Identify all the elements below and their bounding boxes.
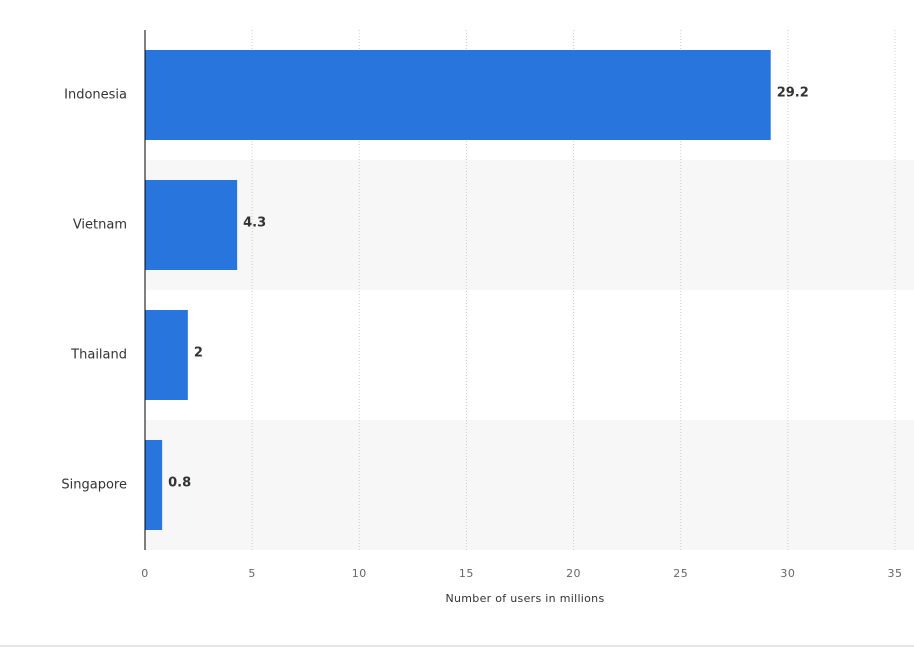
category-label: Indonesia xyxy=(64,88,127,103)
row-band xyxy=(145,160,914,290)
x-tick-label: 25 xyxy=(673,567,688,580)
category-label: Singapore xyxy=(61,478,127,493)
bar-vietnam xyxy=(145,180,238,270)
data-label: 0.8 xyxy=(168,476,191,491)
bar-singapore xyxy=(145,440,163,530)
bottom-divider xyxy=(0,645,914,647)
bars xyxy=(145,50,771,530)
data-labels: 29.2 4.3 2 0.8 xyxy=(168,86,809,491)
category-label: Vietnam xyxy=(73,218,127,233)
x-tick-label: 35 xyxy=(888,567,903,580)
row-band xyxy=(145,420,914,550)
x-tick-labels: 0 5 10 15 20 25 30 35 xyxy=(141,567,902,580)
bar-thailand xyxy=(145,310,188,400)
data-label: 4.3 xyxy=(243,216,266,231)
row-bands xyxy=(145,160,914,550)
category-label: Thailand xyxy=(70,348,127,363)
category-labels: Indonesia Vietnam Thailand Singapore xyxy=(61,88,127,493)
x-tick-label: 0 xyxy=(141,567,149,580)
data-label: 29.2 xyxy=(777,86,809,101)
x-tick-label: 20 xyxy=(566,567,581,580)
x-tick-label: 10 xyxy=(352,567,367,580)
x-axis-title: Number of users in millions xyxy=(445,592,604,605)
x-tick-label: 5 xyxy=(248,567,256,580)
bar-indonesia xyxy=(145,50,771,140)
x-tick-label: 30 xyxy=(780,567,795,580)
data-label: 2 xyxy=(194,346,203,361)
x-tick-label: 15 xyxy=(459,567,474,580)
